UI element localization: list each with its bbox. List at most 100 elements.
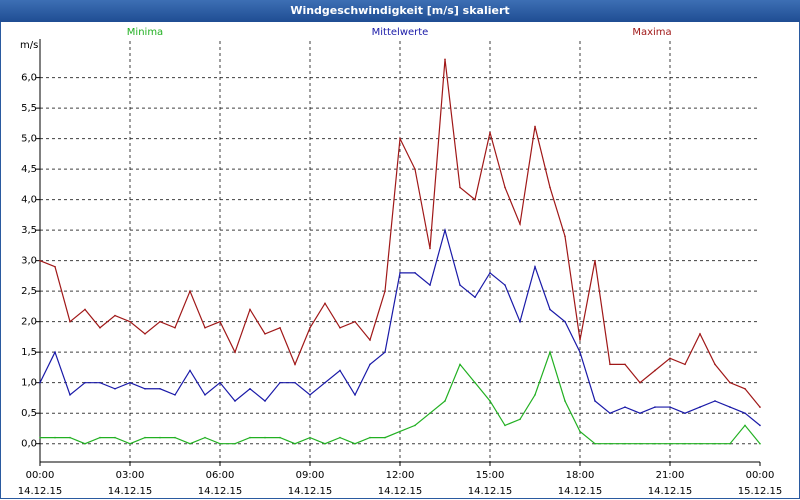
data-point-mittelwerte xyxy=(474,296,476,299)
data-point-mittelwerte xyxy=(654,406,656,408)
data-point-minima xyxy=(249,436,251,439)
y-tick-label: 0,0 xyxy=(21,439,37,450)
data-point-mittelwerte xyxy=(714,400,716,402)
x-tick-date: 14.12.15 xyxy=(288,486,333,497)
data-point-mittelwerte xyxy=(639,412,641,414)
y-tick-label: 5,5 xyxy=(21,103,37,114)
data-point-maxima xyxy=(429,247,431,250)
data-point-mittelwerte xyxy=(129,381,131,384)
data-point-maxima xyxy=(384,290,386,292)
x-tick-date: 14.12.15 xyxy=(18,486,63,497)
data-point-minima xyxy=(489,400,491,402)
data-point-maxima xyxy=(414,168,416,170)
data-point-minima xyxy=(384,436,386,439)
data-point-maxima xyxy=(714,363,716,366)
data-point-mittelwerte xyxy=(519,320,521,323)
data-point-mittelwerte xyxy=(384,351,386,353)
data-point-minima xyxy=(354,442,356,445)
data-point-mittelwerte xyxy=(684,412,686,414)
data-point-maxima xyxy=(144,333,146,335)
data-point-maxima xyxy=(369,339,371,341)
data-point-mittelwerte xyxy=(54,351,56,353)
data-point-mittelwerte xyxy=(759,424,761,427)
data-point-minima xyxy=(369,436,371,439)
data-point-mittelwerte xyxy=(459,284,461,286)
data-point-minima xyxy=(309,436,311,439)
data-point-maxima xyxy=(759,406,761,408)
y-tick-label: 3,5 xyxy=(21,225,37,236)
data-point-minima xyxy=(324,442,326,445)
data-point-maxima xyxy=(54,265,56,268)
grid xyxy=(40,41,760,462)
data-point-maxima xyxy=(504,186,506,189)
data-point-mittelwerte xyxy=(669,406,671,408)
data-point-minima xyxy=(669,442,671,445)
data-point-minima xyxy=(759,442,761,445)
data-point-minima xyxy=(174,436,176,439)
data-point-mittelwerte xyxy=(264,400,266,402)
y-tick-label: 4,0 xyxy=(21,195,37,206)
data-point-mittelwerte xyxy=(174,394,176,396)
x-tick-time: 00:00 xyxy=(26,470,55,481)
data-point-minima xyxy=(444,400,446,402)
data-point-minima xyxy=(414,424,416,427)
data-point-minima xyxy=(504,424,506,427)
data-point-minima xyxy=(579,430,581,433)
x-tick-date: 14.12.15 xyxy=(378,486,423,497)
x-tick-date: 14.12.15 xyxy=(558,486,603,497)
data-point-mittelwerte xyxy=(414,272,416,274)
x-tick-time: 12:00 xyxy=(386,470,415,481)
data-point-mittelwerte xyxy=(99,381,101,384)
data-point-mittelwerte xyxy=(279,381,281,384)
data-point-minima xyxy=(219,442,221,445)
data-point-maxima xyxy=(219,320,221,323)
data-point-minima xyxy=(204,436,206,439)
y-tick-label: 2,0 xyxy=(21,317,37,328)
data-point-mittelwerte xyxy=(294,381,296,384)
data-point-minima xyxy=(624,442,626,445)
data-point-maxima xyxy=(444,58,446,61)
data-point-maxima xyxy=(234,351,236,353)
data-point-maxima xyxy=(204,326,206,329)
y-tick-label: 2,5 xyxy=(21,286,37,297)
legend: Minima Mittelwerte Maxima xyxy=(127,27,672,38)
data-point-maxima xyxy=(489,131,491,134)
x-tick-time: 21:00 xyxy=(656,470,685,481)
data-point-mittelwerte xyxy=(549,308,551,311)
data-point-mittelwerte xyxy=(564,320,566,323)
data-point-maxima xyxy=(564,235,566,238)
data-point-mittelwerte xyxy=(354,394,356,396)
data-point-maxima xyxy=(459,186,461,189)
data-point-maxima xyxy=(189,290,191,292)
data-point-minima xyxy=(279,436,281,439)
data-point-maxima xyxy=(549,186,551,189)
data-point-minima xyxy=(639,442,641,445)
data-point-mittelwerte xyxy=(249,387,251,390)
data-point-maxima xyxy=(624,363,626,366)
data-point-maxima xyxy=(684,363,686,366)
x-tick-time: 15:00 xyxy=(476,470,505,481)
data-point-minima xyxy=(84,442,86,445)
data-point-minima xyxy=(459,363,461,366)
data-point-mittelwerte xyxy=(429,284,431,286)
data-point-maxima xyxy=(669,357,671,360)
data-point-mittelwerte xyxy=(579,351,581,353)
x-tick-date: 14.12.15 xyxy=(198,486,243,497)
data-point-mittelwerte xyxy=(489,272,491,274)
data-point-maxima xyxy=(474,198,476,201)
data-point-mittelwerte xyxy=(159,387,161,390)
data-point-minima xyxy=(744,424,746,427)
data-point-maxima xyxy=(339,326,341,329)
data-point-maxima xyxy=(84,308,86,311)
data-point-maxima xyxy=(294,363,296,366)
data-point-maxima xyxy=(579,339,581,341)
data-point-mittelwerte xyxy=(444,229,446,231)
x-tick-date: 14.12.15 xyxy=(468,486,513,497)
data-point-mittelwerte xyxy=(189,369,191,372)
data-point-mittelwerte xyxy=(234,400,236,402)
data-point-minima xyxy=(99,436,101,439)
data-point-minima xyxy=(549,351,551,353)
data-point-minima xyxy=(519,418,521,421)
data-point-maxima xyxy=(99,326,101,329)
